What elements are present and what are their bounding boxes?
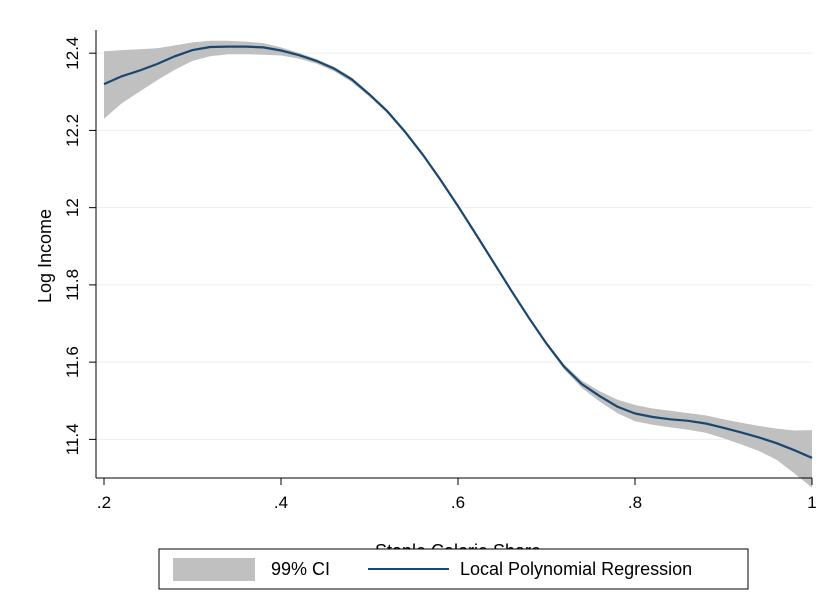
x-tick-label: .6 — [451, 493, 465, 512]
x-tick-label: .8 — [628, 493, 642, 512]
y-ticks: 11.4 11.6 11.8 12 12.2 12.4 — [63, 37, 96, 455]
y-tick-label: 12.2 — [63, 114, 82, 147]
x-tick-label: 1 — [807, 493, 816, 512]
y-tick-label: 11.6 — [63, 346, 82, 378]
legend-label-ci: 99% CI — [271, 559, 330, 579]
x-ticks: .2 .4 .6 .8 1 — [97, 478, 817, 512]
y-tick-label: 12.4 — [63, 37, 82, 70]
ci-band — [104, 40, 812, 488]
legend: 99% CI Local Polynomial Regression — [158, 548, 749, 590]
x-tick-label: .2 — [97, 493, 111, 512]
legend-box — [158, 548, 749, 590]
y-tick-label: 12 — [63, 198, 82, 217]
grid-lines — [96, 52, 812, 440]
legend-swatch-ci — [173, 558, 255, 581]
y-tick-label: 11.8 — [63, 269, 82, 301]
regression-line — [103, 45, 813, 459]
x-tick-label: .4 — [274, 493, 288, 512]
y-tick-label: 11.4 — [63, 423, 82, 455]
legend-label-line: Local Polynomial Regression — [460, 559, 692, 579]
y-axis-title: Log Income — [35, 209, 55, 303]
